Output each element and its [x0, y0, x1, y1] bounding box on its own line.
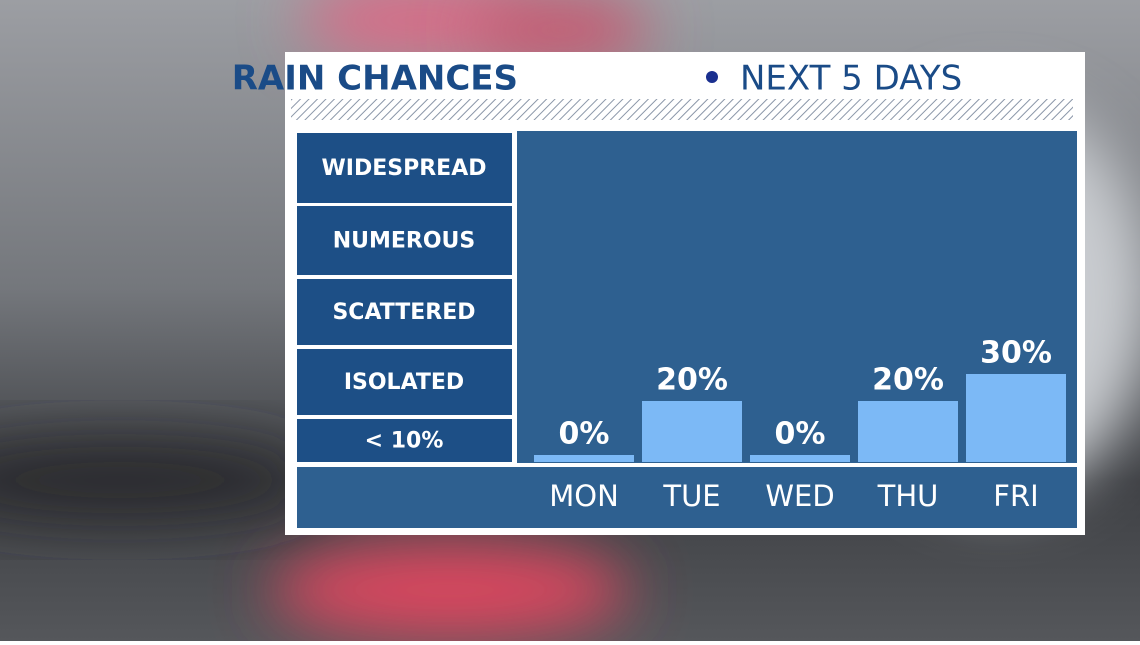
level-label: WIDESPREAD — [322, 156, 487, 181]
bar — [858, 401, 958, 462]
level-label: < 10% — [365, 429, 444, 454]
value-label: 20% — [872, 363, 944, 398]
bar — [534, 455, 634, 462]
bar — [966, 374, 1066, 462]
title-right: NEXT 5 DAYS — [740, 59, 962, 99]
level-box — [297, 279, 512, 345]
level-label: ISOLATED — [344, 370, 464, 395]
level-box — [297, 419, 512, 462]
bar — [750, 455, 850, 462]
day-strip — [297, 467, 1077, 528]
level-label: SCATTERED — [332, 300, 475, 325]
value-label: 0% — [775, 417, 826, 452]
level-label: NUMEROUS — [333, 229, 476, 254]
value-label: 20% — [656, 363, 728, 398]
x-tick-label: WED — [765, 479, 834, 513]
value-label: 0% — [559, 417, 610, 452]
hatch-stripe — [291, 99, 1073, 120]
level-box — [297, 206, 512, 275]
level-box — [297, 133, 512, 203]
x-tick-label: THU — [877, 479, 939, 513]
x-tick-label: TUE — [662, 479, 720, 513]
x-tick-label: MON — [549, 479, 619, 513]
bar — [642, 401, 742, 462]
x-tick-label: FRI — [993, 479, 1038, 513]
value-label: 30% — [980, 336, 1052, 371]
title-left: RAIN CHANCES — [232, 59, 518, 99]
title-dot — [706, 71, 718, 83]
level-box — [297, 349, 512, 415]
